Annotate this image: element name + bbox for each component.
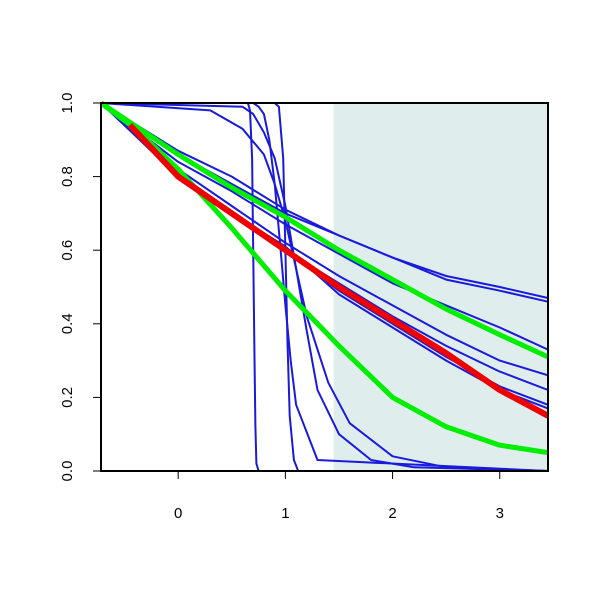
x-tick-label: 3 <box>496 505 504 522</box>
y-tick-label: 0.6 <box>59 240 76 261</box>
series-line-blue-2 <box>100 102 549 303</box>
x-axis: 0 1 2 3 <box>174 471 504 522</box>
y-tick-label: 0.4 <box>59 313 76 334</box>
x-tick-label: 1 <box>281 505 289 522</box>
series-line-blue-12 <box>101 102 548 472</box>
series-line-blue-3 <box>100 102 549 351</box>
y-tick-label: 0.8 <box>59 166 76 187</box>
x-tick-label: 2 <box>388 505 396 522</box>
y-tick-label: 1.0 <box>59 93 76 114</box>
shaded-region <box>333 103 548 471</box>
series-layer <box>99 100 550 472</box>
y-tick-label: 0.2 <box>59 387 76 408</box>
y-axis: 0.0 0.2 0.4 0.6 0.8 1.0 <box>59 93 101 482</box>
series-line-blue-4 <box>100 102 549 377</box>
plot-frame <box>100 102 549 472</box>
series-line-green-13 <box>99 100 550 360</box>
series-line-red-15 <box>127 123 550 419</box>
series-line-green-14 <box>99 101 549 456</box>
y-tick-label: 0.0 <box>59 461 76 482</box>
series-line-blue-9 <box>100 102 549 472</box>
series-line-blue-11 <box>101 102 548 472</box>
x-tick-label: 0 <box>174 505 182 522</box>
